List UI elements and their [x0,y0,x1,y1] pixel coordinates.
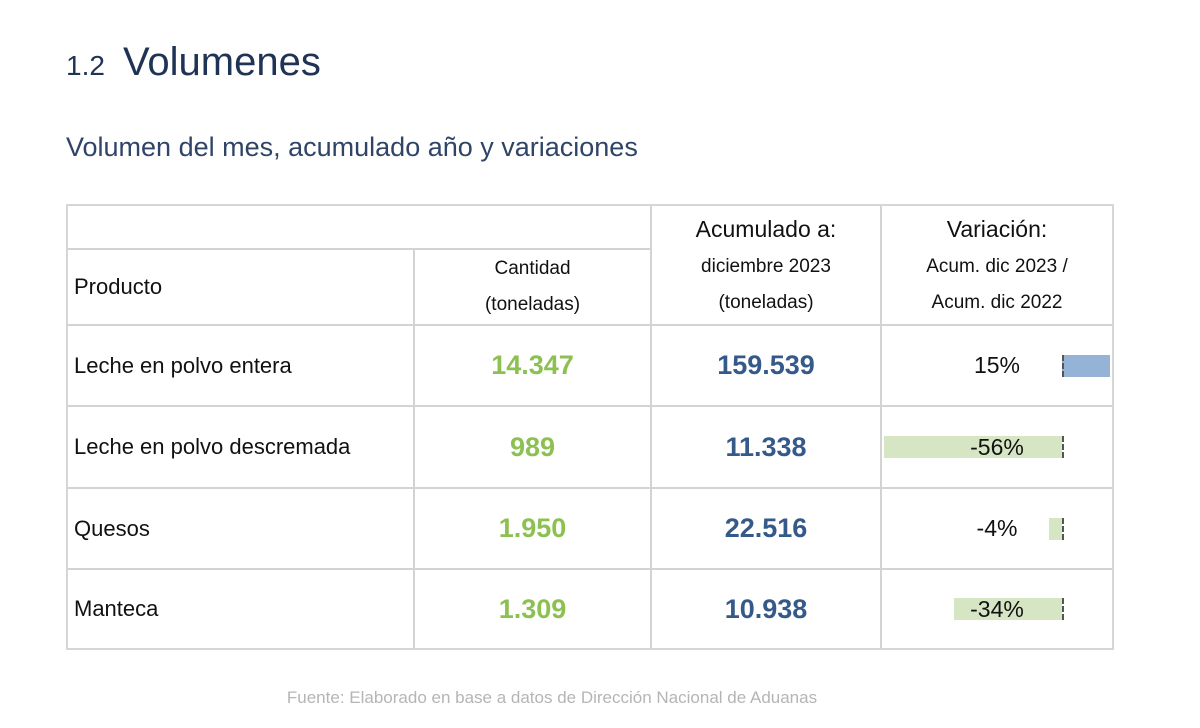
header-variation-line1: Variación: [946,216,1048,242]
section-heading: 1.2 Volumenes [66,40,321,85]
row-variation: 15% [973,352,1021,378]
variation-bar [1062,354,1110,377]
row-variation-cell: -4% [882,489,1112,568]
row-product: Leche en polvo entera [74,352,292,378]
row-variation-cell: -56% [882,407,1112,487]
row-divider-3 [68,568,1112,570]
row-accumulated: 10.938 [724,593,808,624]
header-divider-left [68,248,651,250]
table-subtitle: Volumen del mes, acumulado año y variaci… [66,132,638,162]
col-divider-3 [880,206,882,648]
row-accumulated: 11.338 [725,431,807,462]
col-divider-1 [413,248,415,648]
variation-axis [1062,354,1064,377]
section-title: Volumenes [122,40,321,84]
row-variation-cell: 15% [882,326,1112,405]
row-accumulated: 22.516 [724,513,808,543]
row-quantity: 1.309 [498,593,567,624]
row-divider-1 [68,405,1112,407]
row-divider-2 [68,487,1112,489]
volumes-table: Producto Cantidad (toneladas) Acumulado … [66,204,1114,650]
variation-bar [953,598,1062,620]
header-accumulated-line2: diciembre 2023 [701,256,831,277]
variation-axis [1062,436,1064,458]
col-divider-2 [650,206,652,648]
variation-bar [1049,517,1062,540]
row-variation: -34% [970,595,1024,622]
row-quantity: 14.347 [491,350,574,380]
variation-bar [884,436,1062,458]
header-bottom-line [68,324,1112,326]
variation-axis [1062,598,1064,620]
header-quantity-line2: (toneladas) [484,294,581,315]
row-accumulated: 159.539 [717,350,815,380]
source-note: Fuente: Elaborado en base a datos de Dir… [286,688,818,707]
header-accumulated-line1: Acumulado a: [695,216,837,242]
section-number: 1.2 [66,50,105,81]
header-accumulated-line3: (toneladas) [718,292,814,313]
row-product: Leche en polvo descremada [74,434,351,459]
variation-axis [1062,517,1064,540]
row-quantity: 989 [509,431,556,462]
row-variation: -4% [976,515,1018,541]
header-quantity-line1: Cantidad [494,258,571,279]
header-variation-line2: Acum. dic 2023 / [926,256,1068,277]
row-product: Quesos [74,515,150,541]
header-variation: Variación: Acum. dic 2023 / Acum. dic 20… [882,206,1112,324]
header-quantity: Cantidad (toneladas) [415,250,650,324]
header-variation-line3: Acum. dic 2022 [931,292,1063,313]
row-variation-cell: -34% [882,570,1112,648]
row-variation: -56% [970,433,1024,460]
header-product: Producto [74,274,163,299]
row-quantity: 1.950 [498,513,567,543]
row-product: Manteca [74,596,159,621]
header-accumulated: Acumulado a: diciembre 2023 (toneladas) [652,206,880,324]
